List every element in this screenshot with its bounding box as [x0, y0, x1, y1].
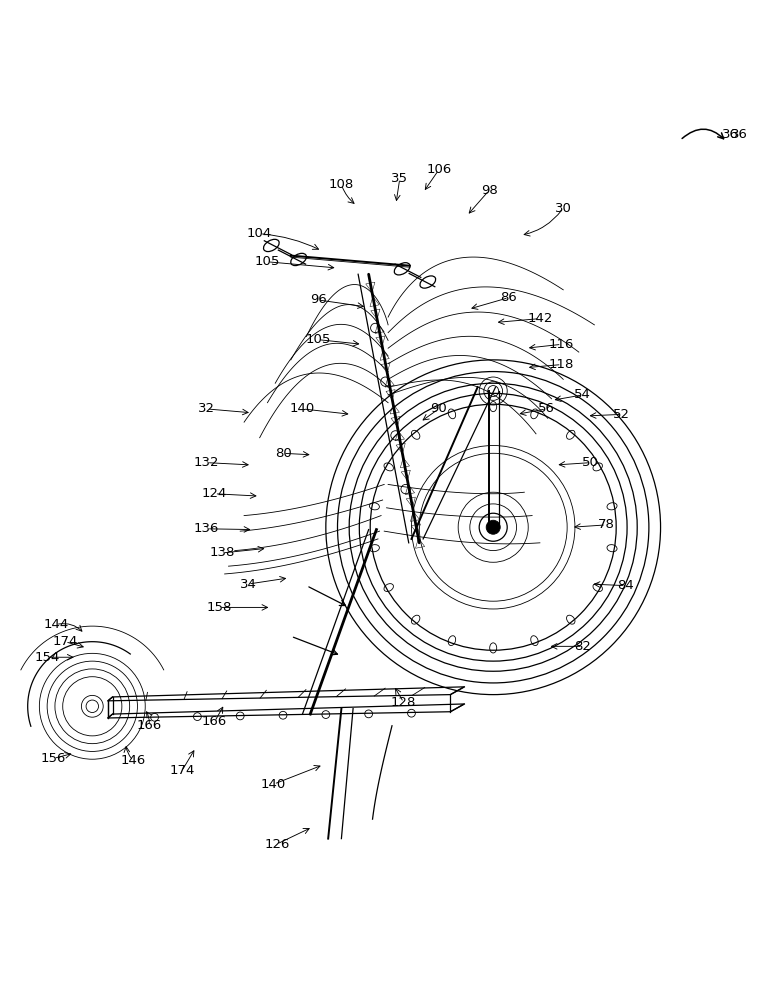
Text: 124: 124 — [201, 487, 227, 500]
Text: 34: 34 — [240, 578, 256, 591]
Text: 128: 128 — [391, 696, 416, 709]
Text: 84: 84 — [617, 579, 634, 592]
Text: 86: 86 — [500, 291, 517, 304]
Text: 98: 98 — [481, 184, 498, 197]
Text: 166: 166 — [202, 715, 227, 728]
Text: 82: 82 — [575, 640, 591, 653]
Text: 138: 138 — [209, 546, 235, 559]
Text: 174: 174 — [169, 764, 194, 777]
Text: 158: 158 — [206, 601, 232, 614]
Text: 80: 80 — [274, 447, 292, 460]
Text: 36: 36 — [722, 128, 739, 141]
Text: 52: 52 — [613, 408, 630, 421]
Circle shape — [486, 520, 500, 534]
Text: 30: 30 — [555, 202, 572, 215]
Text: 35: 35 — [391, 172, 408, 185]
Text: 32: 32 — [198, 402, 216, 415]
Text: 136: 136 — [194, 522, 220, 535]
Text: 146: 146 — [121, 754, 146, 767]
Text: 140: 140 — [290, 402, 315, 415]
Text: 54: 54 — [575, 388, 591, 401]
Text: 142: 142 — [527, 312, 553, 325]
Text: 96: 96 — [310, 293, 326, 306]
Text: 105: 105 — [255, 255, 280, 268]
Text: 126: 126 — [264, 838, 289, 851]
Text: 105: 105 — [305, 333, 331, 346]
Text: 174: 174 — [53, 635, 78, 648]
Text: 90: 90 — [430, 402, 447, 415]
Text: 140: 140 — [261, 778, 286, 791]
Text: 154: 154 — [34, 651, 60, 664]
Text: 132: 132 — [194, 456, 220, 469]
Text: 50: 50 — [582, 456, 599, 469]
Text: 116: 116 — [549, 338, 575, 351]
Text: 108: 108 — [328, 178, 354, 191]
Text: 118: 118 — [549, 358, 575, 371]
Text: 166: 166 — [136, 719, 162, 732]
Text: 144: 144 — [43, 618, 68, 631]
Text: 56: 56 — [538, 402, 554, 415]
Text: 156: 156 — [41, 752, 66, 765]
Text: 78: 78 — [597, 518, 615, 531]
Text: 36: 36 — [731, 128, 747, 141]
Text: 104: 104 — [247, 227, 272, 240]
Text: 106: 106 — [426, 163, 452, 176]
